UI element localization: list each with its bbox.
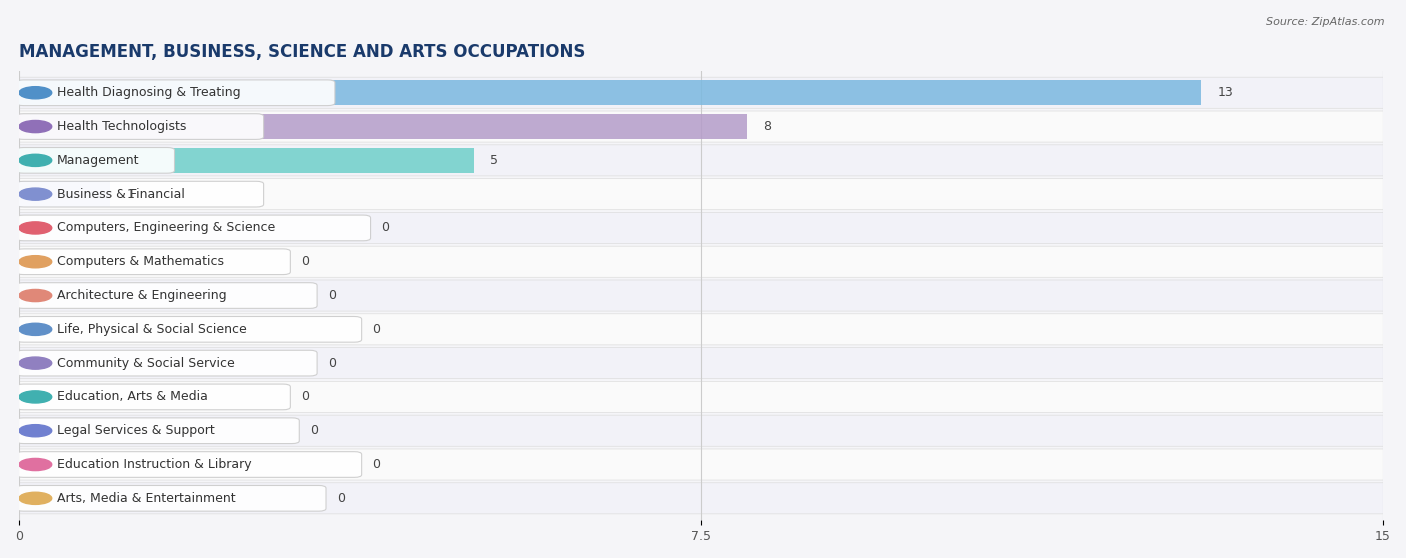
Circle shape	[20, 425, 52, 437]
Text: Management: Management	[58, 154, 139, 167]
FancyBboxPatch shape	[17, 449, 1385, 480]
FancyBboxPatch shape	[17, 179, 1385, 210]
Text: 0: 0	[301, 391, 309, 403]
Text: 5: 5	[491, 154, 498, 167]
Bar	[20, 80, 1201, 105]
Bar	[20, 148, 474, 173]
Text: 13: 13	[1218, 86, 1233, 99]
FancyBboxPatch shape	[17, 483, 1385, 514]
Text: 1: 1	[127, 187, 134, 201]
Circle shape	[20, 459, 52, 470]
Bar	[20, 114, 747, 140]
Circle shape	[20, 323, 52, 335]
Text: Community & Social Service: Community & Social Service	[58, 357, 235, 369]
FancyBboxPatch shape	[17, 114, 263, 140]
FancyBboxPatch shape	[17, 348, 1385, 379]
FancyBboxPatch shape	[17, 316, 361, 342]
Text: 0: 0	[328, 357, 336, 369]
Circle shape	[20, 188, 52, 200]
Text: 0: 0	[381, 222, 389, 234]
Text: Computers & Mathematics: Computers & Mathematics	[58, 255, 224, 268]
Circle shape	[20, 290, 52, 302]
FancyBboxPatch shape	[17, 181, 263, 207]
Text: Source: ZipAtlas.com: Source: ZipAtlas.com	[1267, 17, 1385, 27]
Text: 0: 0	[311, 424, 318, 437]
Text: 8: 8	[763, 120, 770, 133]
Text: Computers, Engineering & Science: Computers, Engineering & Science	[58, 222, 276, 234]
FancyBboxPatch shape	[17, 80, 335, 105]
Text: 0: 0	[328, 289, 336, 302]
Circle shape	[20, 391, 52, 403]
FancyBboxPatch shape	[17, 314, 1385, 345]
FancyBboxPatch shape	[17, 350, 318, 376]
FancyBboxPatch shape	[17, 246, 1385, 277]
FancyBboxPatch shape	[17, 283, 318, 309]
Text: 0: 0	[373, 458, 381, 471]
Circle shape	[20, 256, 52, 268]
FancyBboxPatch shape	[17, 111, 1385, 142]
Circle shape	[20, 492, 52, 504]
FancyBboxPatch shape	[17, 280, 1385, 311]
Text: Health Technologists: Health Technologists	[58, 120, 187, 133]
Circle shape	[20, 121, 52, 133]
FancyBboxPatch shape	[17, 381, 1385, 412]
Text: 0: 0	[337, 492, 344, 505]
Text: 0: 0	[301, 255, 309, 268]
FancyBboxPatch shape	[17, 77, 1385, 108]
Text: MANAGEMENT, BUSINESS, SCIENCE AND ARTS OCCUPATIONS: MANAGEMENT, BUSINESS, SCIENCE AND ARTS O…	[20, 43, 585, 61]
Text: Health Diagnosing & Treating: Health Diagnosing & Treating	[58, 86, 240, 99]
Text: Business & Financial: Business & Financial	[58, 187, 186, 201]
FancyBboxPatch shape	[17, 415, 1385, 446]
Text: Legal Services & Support: Legal Services & Support	[58, 424, 215, 437]
Text: Life, Physical & Social Science: Life, Physical & Social Science	[58, 323, 247, 336]
FancyBboxPatch shape	[17, 384, 291, 410]
Circle shape	[20, 154, 52, 166]
Text: 0: 0	[373, 323, 381, 336]
Bar	[20, 181, 110, 207]
Circle shape	[20, 86, 52, 99]
Circle shape	[20, 357, 52, 369]
FancyBboxPatch shape	[17, 215, 371, 241]
Text: Education, Arts & Media: Education, Arts & Media	[58, 391, 208, 403]
Text: Arts, Media & Entertainment: Arts, Media & Entertainment	[58, 492, 236, 505]
Text: Architecture & Engineering: Architecture & Engineering	[58, 289, 226, 302]
FancyBboxPatch shape	[17, 249, 291, 275]
FancyBboxPatch shape	[17, 485, 326, 511]
FancyBboxPatch shape	[17, 145, 1385, 176]
FancyBboxPatch shape	[17, 147, 174, 173]
Circle shape	[20, 222, 52, 234]
FancyBboxPatch shape	[17, 418, 299, 444]
Text: Education Instruction & Library: Education Instruction & Library	[58, 458, 252, 471]
FancyBboxPatch shape	[17, 451, 361, 477]
FancyBboxPatch shape	[17, 213, 1385, 243]
